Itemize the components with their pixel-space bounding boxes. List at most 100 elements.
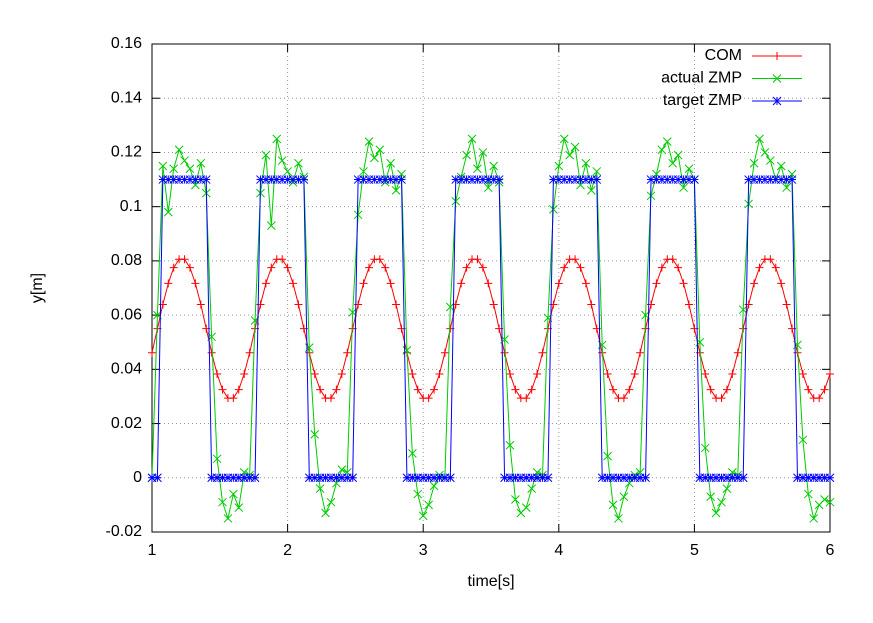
series (147, 175, 835, 483)
data-point (603, 473, 612, 483)
data-point (771, 175, 781, 184)
data-point (738, 473, 748, 483)
y-tick-label: 0.04 (111, 361, 142, 378)
data-point (364, 263, 373, 272)
data-point (359, 279, 368, 288)
data-point (148, 348, 156, 357)
data-point (798, 473, 808, 483)
data-point (440, 348, 449, 357)
data-point (706, 473, 716, 483)
data-point (283, 175, 292, 184)
data-point (825, 497, 835, 507)
data-point (619, 492, 629, 502)
y-tick-label: 0.14 (111, 89, 142, 106)
data-point (337, 465, 347, 474)
data-point (364, 137, 374, 146)
data-point (657, 145, 667, 155)
data-point (429, 473, 439, 483)
x-tick-label: 3 (419, 542, 428, 559)
data-point (489, 300, 498, 309)
data-point (668, 158, 678, 168)
data-point (619, 394, 628, 403)
data-point (619, 473, 629, 483)
data-point (782, 300, 791, 309)
data-point (212, 454, 222, 464)
data-point (310, 473, 320, 483)
data-point (798, 369, 807, 378)
data-point (223, 514, 233, 523)
plot-frame (151, 43, 831, 533)
data-point (364, 175, 374, 184)
data-point (527, 473, 537, 483)
data-point (706, 385, 715, 394)
data-point (755, 134, 764, 144)
data-point (397, 175, 406, 184)
y-tick-label: 0 (133, 469, 142, 486)
data-point (505, 440, 515, 450)
data-point (413, 473, 423, 483)
data-point (586, 186, 596, 195)
data-point (164, 279, 173, 288)
data-point (646, 175, 656, 184)
y-tick-label: 0.16 (111, 35, 142, 52)
data-point (565, 150, 575, 160)
data-point (554, 279, 563, 288)
data-point (522, 394, 531, 403)
y-tick-label: 0.06 (111, 306, 142, 323)
data-point (733, 473, 743, 483)
data-point (820, 385, 829, 394)
data-point (451, 175, 461, 184)
data-point (321, 473, 330, 483)
data-point (494, 175, 504, 184)
data-point (820, 473, 829, 483)
data-point (196, 300, 205, 309)
data-point (256, 175, 265, 184)
data-point (787, 175, 797, 184)
data-point (321, 508, 330, 518)
data-point (245, 348, 254, 357)
data-point (516, 473, 526, 483)
y-tick-label: 0.08 (111, 252, 142, 269)
data-point (147, 473, 157, 483)
data-point (717, 473, 726, 483)
data-point (456, 175, 466, 184)
legend-marker (772, 74, 782, 83)
data-point (684, 175, 694, 184)
data-point (484, 279, 493, 288)
data-point (467, 134, 477, 144)
data-point (511, 385, 520, 394)
x-tick-label: 1 (148, 542, 157, 559)
data-point (657, 175, 667, 184)
data-point (310, 430, 320, 439)
data-point (315, 473, 325, 483)
data-point (755, 175, 764, 184)
data-point (765, 175, 775, 184)
data-point (185, 263, 194, 272)
data-point (538, 473, 547, 483)
data-point (500, 473, 509, 483)
data-point (733, 348, 742, 357)
data-point (760, 148, 770, 157)
data-point (174, 145, 184, 155)
data-point (625, 385, 634, 394)
data-point (700, 473, 710, 483)
data-point (316, 385, 325, 394)
y-tick-label: 0.12 (111, 144, 142, 161)
data-point (407, 449, 417, 458)
data-point (711, 473, 721, 483)
data-point (266, 221, 276, 230)
data-point (424, 394, 433, 403)
data-point (586, 175, 596, 184)
data-point (294, 175, 303, 184)
data-point (196, 175, 206, 184)
data-point (277, 175, 287, 184)
data-point (185, 175, 195, 184)
data-point (690, 175, 699, 184)
data-point (489, 161, 499, 171)
data-point (386, 175, 396, 184)
data-point (391, 186, 401, 195)
data-point (294, 158, 303, 168)
data-point (218, 473, 227, 483)
data-point (765, 156, 775, 165)
